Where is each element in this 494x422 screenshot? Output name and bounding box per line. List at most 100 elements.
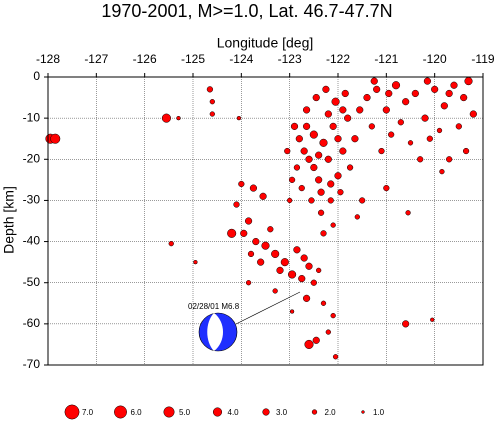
point	[257, 258, 265, 266]
point	[460, 93, 468, 102]
point	[240, 229, 248, 237]
point	[168, 240, 174, 247]
point	[450, 81, 458, 89]
point	[315, 176, 323, 184]
point	[308, 197, 315, 204]
x-tick-label: -125	[181, 52, 205, 66]
point	[316, 267, 322, 274]
legend-marker	[361, 410, 365, 414]
point	[423, 77, 432, 85]
point	[388, 131, 395, 138]
point	[320, 230, 327, 237]
point	[334, 135, 342, 143]
point	[193, 259, 198, 265]
point	[288, 270, 297, 279]
point	[161, 113, 171, 123]
point	[302, 122, 311, 130]
point	[317, 188, 325, 196]
point	[276, 266, 284, 274]
point	[446, 156, 453, 163]
point	[405, 210, 411, 216]
point	[322, 85, 330, 93]
y-tick-label: -50	[23, 275, 41, 289]
point	[402, 98, 410, 106]
point	[407, 140, 414, 146]
point	[334, 172, 342, 180]
point	[430, 317, 435, 322]
point	[298, 184, 305, 192]
point	[176, 115, 181, 121]
legend-marker	[163, 406, 175, 418]
point	[354, 214, 360, 220]
annotation: 02/28/01 M6.8	[188, 302, 240, 311]
point	[330, 312, 336, 319]
point	[462, 147, 470, 155]
x-tick-label: -121	[374, 52, 398, 66]
point	[382, 106, 390, 114]
legend-marker	[212, 407, 223, 417]
point	[302, 294, 311, 302]
point	[320, 300, 327, 306]
legend-label: 4.0	[228, 408, 240, 417]
point	[344, 114, 352, 122]
point	[244, 217, 253, 225]
point	[339, 106, 347, 114]
point	[402, 320, 410, 328]
point	[464, 77, 473, 86]
point	[378, 147, 385, 155]
point	[368, 123, 375, 130]
point	[327, 180, 335, 188]
point	[411, 89, 419, 98]
point	[397, 119, 404, 126]
point	[312, 336, 320, 344]
point	[337, 189, 344, 196]
point	[209, 111, 215, 117]
y-tick-label: -40	[23, 234, 41, 248]
point	[304, 339, 314, 349]
point	[293, 246, 301, 254]
point	[272, 288, 278, 294]
plot-frame	[47, 76, 484, 366]
point	[298, 275, 306, 283]
y-axis-label: Depth [km]	[1, 186, 17, 254]
point	[295, 135, 303, 143]
y-tick-label: -30	[23, 193, 41, 207]
point	[238, 180, 245, 188]
legend-label: 5.0	[179, 408, 191, 417]
point	[271, 249, 280, 258]
point	[440, 102, 448, 110]
point	[319, 138, 328, 147]
point	[50, 133, 61, 144]
x-tick-label: -120	[423, 52, 447, 66]
point	[233, 201, 240, 208]
point	[300, 147, 308, 155]
point	[346, 164, 354, 171]
point	[426, 135, 433, 142]
y-tick-label: -60	[23, 316, 41, 330]
legend-marker	[311, 409, 318, 415]
point	[310, 163, 318, 172]
point	[290, 122, 299, 130]
point	[317, 209, 325, 216]
point	[330, 222, 336, 228]
point	[236, 115, 242, 121]
point	[252, 237, 260, 246]
y-tick-label: 0	[33, 69, 40, 83]
point	[293, 164, 301, 171]
legend-marker	[114, 405, 127, 419]
point	[421, 114, 429, 122]
legend-label: 6.0	[131, 408, 143, 417]
point	[267, 226, 274, 233]
point	[359, 197, 366, 204]
size-legend: 7.0 6.0 5.0 4.0 3.0 2.0 1.0	[64, 404, 385, 420]
point	[280, 258, 289, 267]
x-tick-label: -124	[229, 52, 253, 66]
point	[261, 241, 270, 250]
y-tick-label: -20	[23, 151, 41, 165]
x-tick-label: -122	[326, 52, 350, 66]
y-tick-label: -70	[23, 357, 41, 371]
point	[329, 122, 337, 130]
point	[206, 86, 214, 93]
point	[339, 147, 347, 155]
